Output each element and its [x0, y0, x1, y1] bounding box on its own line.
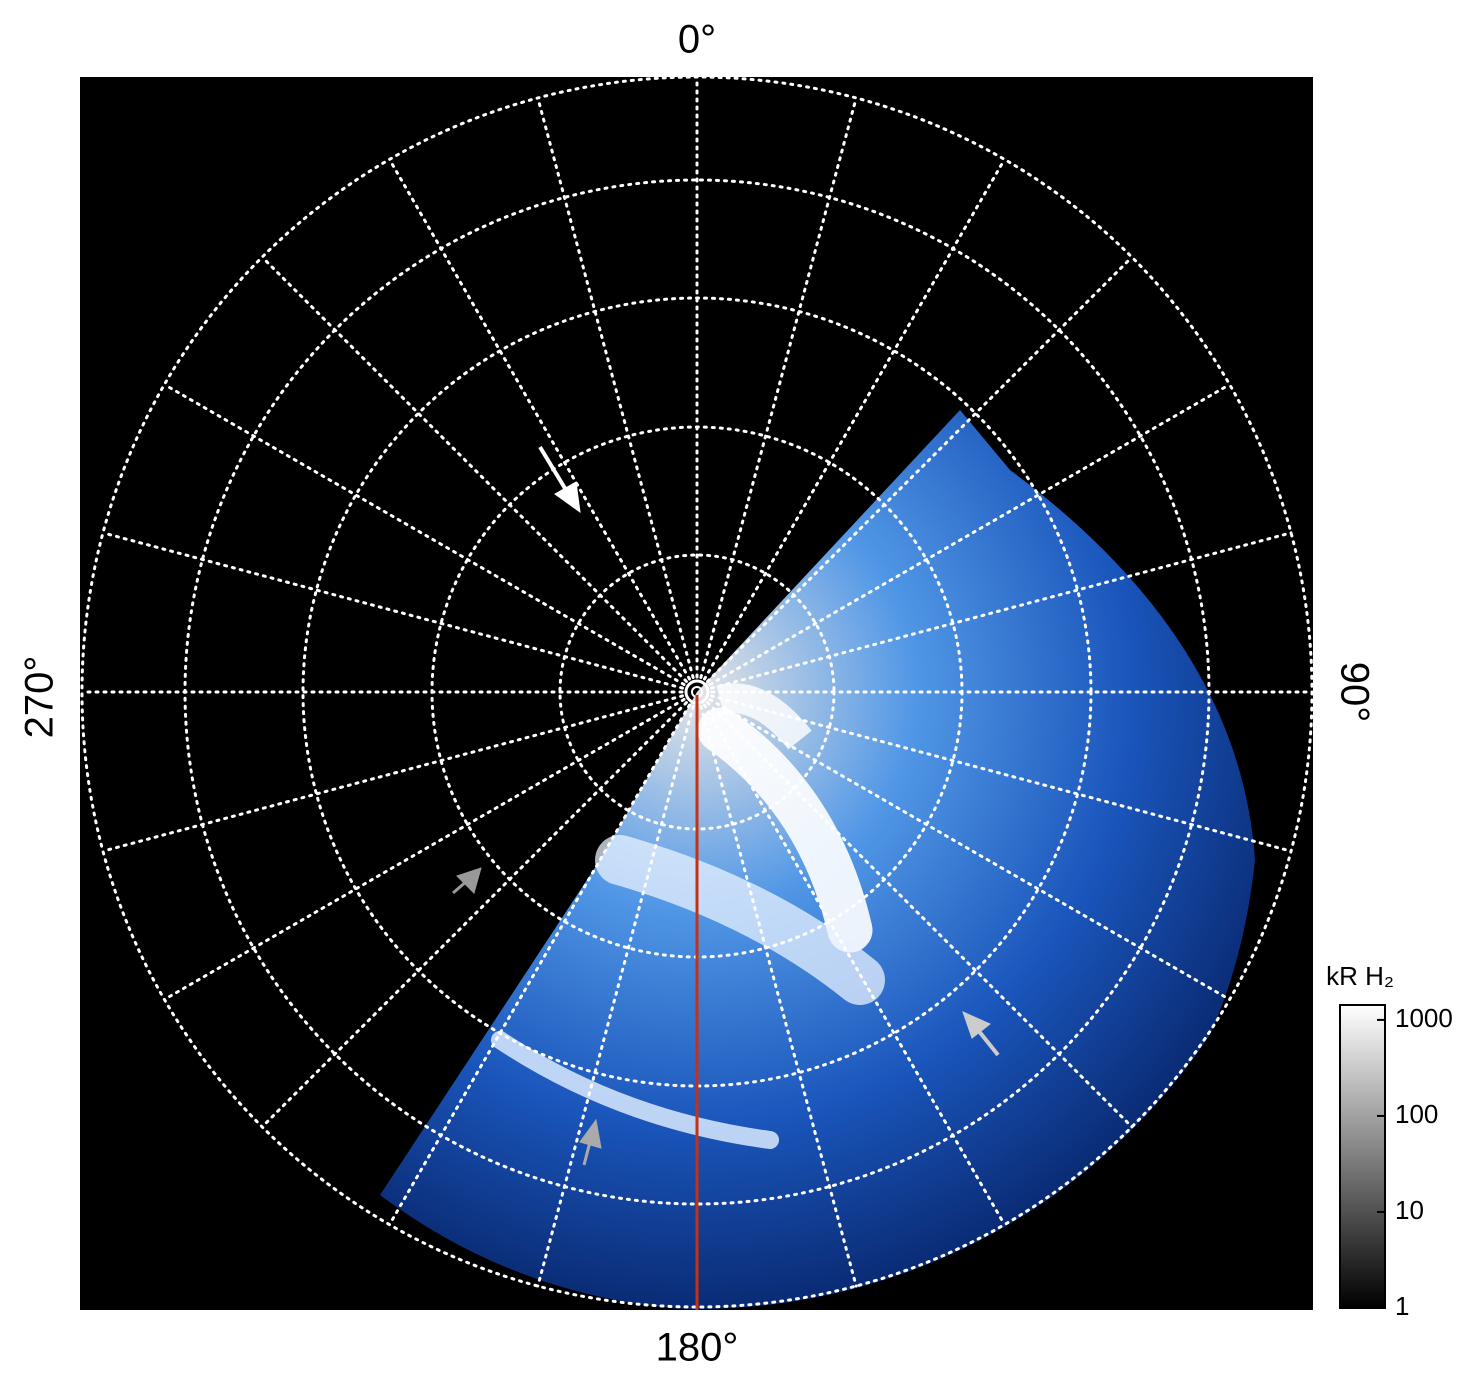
angle-label: 180°	[656, 1326, 739, 1370]
angle-label: 0°	[678, 18, 716, 62]
colorbar-ticks: 1 10 100 1000	[1377, 1003, 1453, 1321]
arrow	[452, 867, 482, 895]
angle-label: 270°	[18, 656, 62, 739]
colorbar-tick-label: 1	[1395, 1291, 1409, 1321]
colorbar-tick-label: 1000	[1395, 1003, 1453, 1033]
arrow	[962, 1011, 1000, 1057]
grid-circle	[80, 75, 1314, 1309]
angle-label: 90°	[1332, 662, 1376, 723]
arrows	[452, 445, 1000, 1166]
colorbar	[1339, 1004, 1386, 1309]
colorbar-title: kR H₂	[1326, 961, 1394, 991]
arrow	[579, 1118, 602, 1166]
aurora-emission	[380, 410, 1255, 1309]
colorbar-tick-label: 100	[1395, 1099, 1438, 1129]
colorbar-tick-label: 10	[1395, 1195, 1424, 1225]
arrow	[538, 445, 581, 514]
